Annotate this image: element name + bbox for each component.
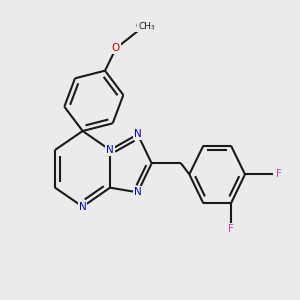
Text: N: N [134,129,142,139]
Text: N: N [79,202,86,212]
Text: CH₃: CH₃ [138,22,154,31]
Text: O: O [112,43,120,53]
Text: N: N [106,145,114,155]
Text: O: O [112,43,120,53]
Text: CH₃: CH₃ [135,22,152,31]
Text: F: F [228,224,234,234]
Text: N: N [134,187,142,197]
Text: F: F [276,169,282,179]
